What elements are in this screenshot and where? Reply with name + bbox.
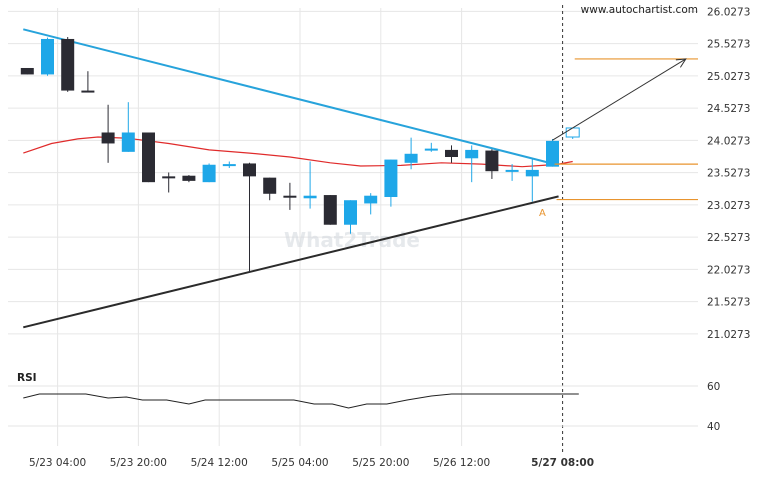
candle	[525, 158, 539, 202]
brand-watermark: What2Trade	[284, 228, 420, 252]
grid-layer	[8, 5, 698, 455]
price-tick-label: 26.0273	[707, 6, 750, 18]
price-tick-label: 23.5273	[707, 168, 750, 180]
moving-average-line	[23, 136, 573, 168]
candle	[121, 102, 135, 152]
candle-body	[162, 176, 176, 179]
candle	[465, 145, 479, 183]
time-tick-label: 5/26 12:00	[433, 457, 490, 469]
candle	[20, 67, 34, 75]
rsi-tick-label: 60	[707, 381, 720, 393]
candle-body	[142, 132, 155, 183]
price-tick-label: 25.0273	[707, 71, 750, 83]
rsi-label: RSI	[17, 372, 37, 384]
price-tick-label: 23.0273	[707, 200, 750, 212]
candle	[424, 142, 438, 152]
price-tick-label: 22.5273	[707, 232, 750, 244]
candle	[505, 164, 519, 181]
candle	[445, 145, 458, 163]
price-tick-label: 24.0273	[707, 135, 750, 147]
candle-body	[121, 132, 135, 152]
candle-body	[202, 164, 216, 183]
candle-body	[424, 148, 438, 151]
time-tick-label: 5/23 20:00	[110, 457, 167, 469]
candle-body	[465, 149, 479, 159]
candle	[41, 37, 54, 76]
price-tick-label: 21.0273	[707, 329, 750, 341]
time-tick-label: 5/23 04:00	[29, 457, 86, 469]
price-tick-label: 22.0273	[707, 264, 750, 276]
candle	[404, 137, 418, 170]
time-tick-label: 5/25 04:00	[271, 457, 328, 469]
time-tick-label: 5/25 20:00	[352, 457, 409, 469]
rsi-panel	[23, 393, 579, 409]
candle	[485, 149, 499, 179]
candle-body	[485, 150, 499, 172]
candle-body	[243, 163, 256, 177]
point-label-a: A	[539, 208, 546, 219]
candle-body	[384, 159, 398, 197]
trend-lines-layer	[23, 28, 573, 329]
candle	[323, 195, 337, 225]
time-tick-label: 5/24 12:00	[191, 457, 248, 469]
candles-layer	[20, 37, 580, 273]
candle-body	[565, 127, 580, 138]
candle	[182, 175, 196, 183]
candle	[565, 127, 580, 139]
candle-body	[263, 177, 277, 194]
candle	[61, 37, 75, 92]
candle	[162, 172, 176, 193]
projection-arrow-line	[552, 58, 687, 141]
candle	[202, 163, 216, 183]
candle	[222, 161, 236, 168]
candle-body	[505, 169, 519, 172]
axes-layer: 26.0273 25.5273 25.0273 24.5273 24.0273 23.52…	[29, 6, 750, 469]
candle-body	[20, 67, 34, 75]
candle	[546, 138, 559, 167]
candle-body	[303, 195, 317, 199]
candle-body	[404, 153, 418, 163]
candle	[303, 161, 317, 209]
candle-body	[525, 169, 539, 177]
candle-body	[41, 38, 54, 75]
site-watermark: www.autochartist.com	[581, 4, 698, 16]
candle-body	[323, 195, 337, 225]
candle	[344, 200, 357, 234]
price-tick-label: 21.5273	[707, 297, 750, 309]
candle-body	[182, 175, 196, 181]
candle-body	[445, 149, 458, 158]
candle	[142, 132, 155, 183]
candle	[101, 104, 115, 163]
time-tick-label: 5/27 08:00	[531, 457, 594, 469]
overlay-layer	[552, 58, 698, 201]
rsi-tick-label: 40	[707, 421, 720, 433]
candle-body	[101, 132, 115, 144]
resistance-trendline	[23, 28, 555, 166]
rsi-line	[23, 393, 579, 409]
candle	[283, 182, 297, 210]
candle-body	[61, 38, 75, 91]
projection-arrow-head	[675, 58, 687, 68]
price-tick-label: 24.5273	[707, 103, 750, 115]
candle	[263, 177, 277, 201]
candle	[384, 159, 398, 207]
candle	[81, 71, 95, 93]
candle	[364, 193, 378, 215]
candle	[243, 162, 256, 273]
candle-body	[364, 195, 378, 204]
price-tick-label: 25.5273	[707, 39, 750, 51]
candle-body	[283, 195, 297, 198]
candle-body	[546, 140, 559, 167]
support-trendline	[23, 195, 559, 329]
candle-body	[222, 164, 236, 167]
candle-body	[344, 200, 357, 225]
candle-body	[81, 90, 95, 93]
